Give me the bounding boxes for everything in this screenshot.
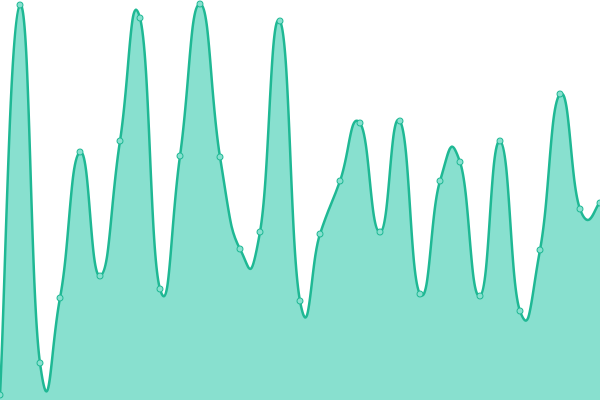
point — [336, 177, 344, 185]
point — [16, 1, 24, 9]
point — [96, 272, 104, 280]
point — [196, 0, 204, 8]
point — [236, 245, 244, 253]
point — [436, 177, 444, 185]
point — [256, 228, 264, 236]
point — [0, 391, 4, 399]
point — [496, 137, 504, 145]
point — [416, 290, 424, 298]
point — [556, 90, 564, 98]
point — [576, 205, 584, 213]
point — [276, 17, 284, 25]
point — [156, 285, 164, 293]
point — [56, 294, 64, 302]
point — [356, 119, 364, 127]
point — [296, 297, 304, 305]
point — [216, 153, 224, 161]
point — [596, 199, 600, 207]
point — [456, 158, 464, 166]
point — [36, 359, 44, 367]
point — [136, 14, 144, 22]
point — [516, 307, 524, 315]
point — [76, 148, 84, 156]
point — [316, 230, 324, 238]
point — [536, 246, 544, 254]
point — [396, 117, 404, 125]
point — [476, 292, 484, 300]
area — [0, 3, 600, 400]
point — [116, 137, 124, 145]
point — [376, 228, 384, 236]
point — [176, 152, 184, 160]
